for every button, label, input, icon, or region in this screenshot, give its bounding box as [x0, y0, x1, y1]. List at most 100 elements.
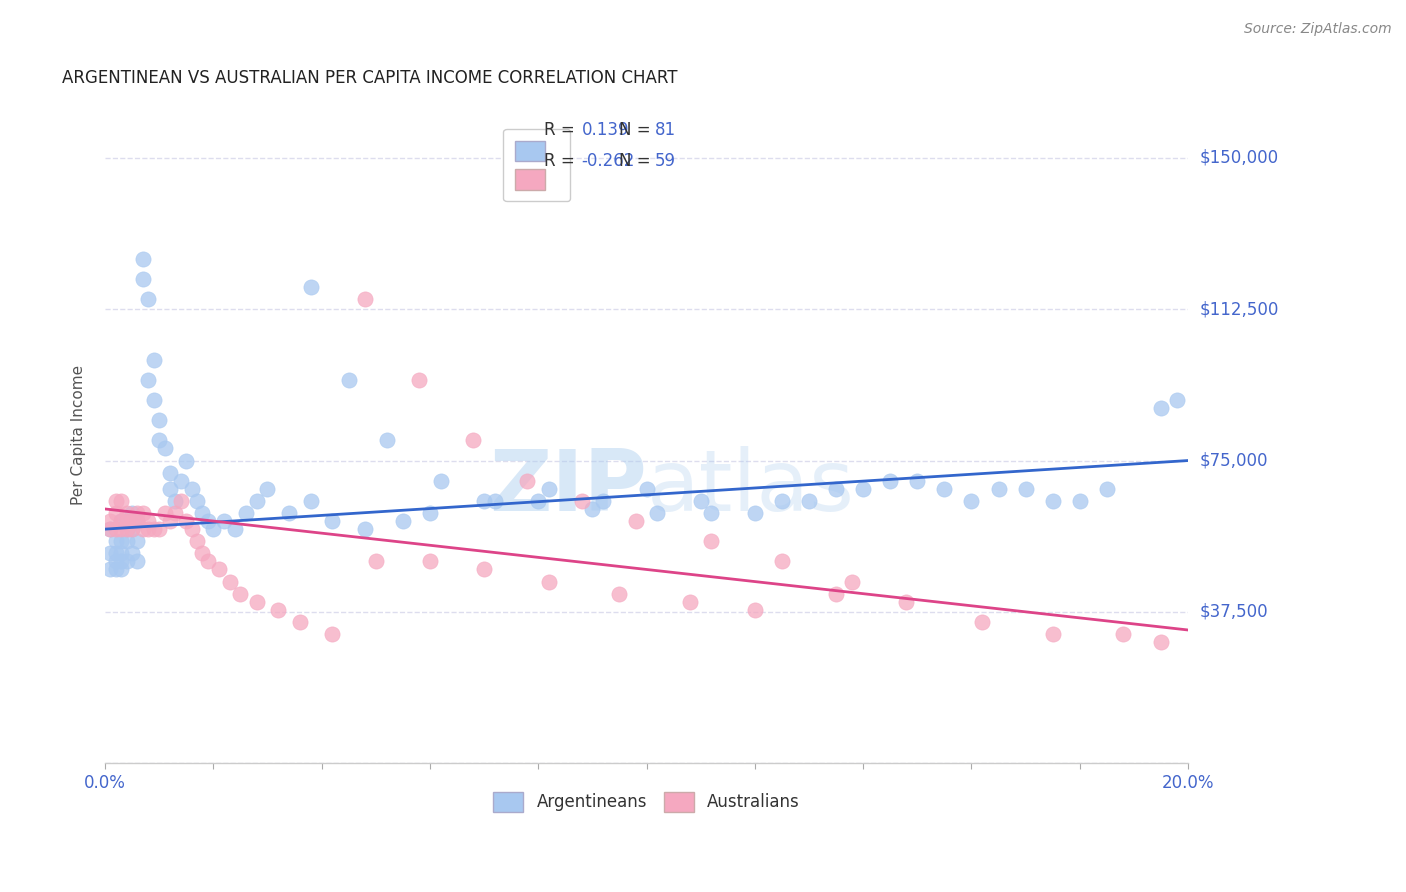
- Point: [165, 506, 187, 520]
- Point: [516, 474, 538, 488]
- Point: [700, 534, 723, 549]
- Text: 0.139: 0.139: [582, 120, 628, 138]
- Text: N =: N =: [620, 120, 657, 138]
- Point: [132, 506, 155, 520]
- Text: R =: R =: [544, 120, 579, 138]
- Point: [212, 514, 235, 528]
- Point: [115, 506, 138, 520]
- Point: [700, 506, 723, 520]
- Point: [142, 392, 165, 407]
- Point: [121, 514, 143, 528]
- Point: [1042, 494, 1064, 508]
- Point: [246, 595, 269, 609]
- Point: [197, 514, 219, 528]
- Text: 81: 81: [655, 120, 676, 138]
- Point: [136, 514, 159, 528]
- Point: [115, 514, 138, 528]
- Point: [609, 587, 631, 601]
- Text: $37,500: $37,500: [1199, 603, 1268, 621]
- Point: [1150, 401, 1173, 416]
- Point: [110, 514, 132, 528]
- Point: [121, 546, 143, 560]
- Text: $150,000: $150,000: [1199, 149, 1278, 167]
- Point: [246, 494, 269, 508]
- Point: [537, 574, 560, 589]
- Point: [354, 522, 377, 536]
- Text: 59: 59: [655, 153, 676, 170]
- Point: [148, 522, 170, 536]
- Point: [484, 494, 506, 508]
- Point: [115, 522, 138, 536]
- Text: N =: N =: [620, 153, 657, 170]
- Point: [100, 522, 122, 536]
- Point: [960, 494, 983, 508]
- Point: [934, 482, 956, 496]
- Point: [527, 494, 550, 508]
- Point: [127, 554, 149, 568]
- Point: [159, 466, 181, 480]
- Text: R =: R =: [544, 153, 579, 170]
- Text: ARGENTINEAN VS AUSTRALIAN PER CAPITA INCOME CORRELATION CHART: ARGENTINEAN VS AUSTRALIAN PER CAPITA INC…: [62, 69, 678, 87]
- Text: ZIP: ZIP: [489, 446, 647, 529]
- Point: [115, 534, 138, 549]
- Point: [142, 352, 165, 367]
- Point: [392, 514, 415, 528]
- Point: [770, 554, 793, 568]
- Point: [208, 562, 231, 576]
- Point: [191, 546, 214, 560]
- Point: [180, 482, 202, 496]
- Y-axis label: Per Capita Income: Per Capita Income: [72, 365, 86, 506]
- Text: $75,000: $75,000: [1199, 451, 1268, 469]
- Point: [987, 482, 1010, 496]
- Point: [186, 494, 208, 508]
- Point: [121, 522, 143, 536]
- Point: [121, 506, 143, 520]
- Point: [679, 595, 702, 609]
- Point: [165, 494, 187, 508]
- Point: [429, 474, 451, 488]
- Point: [1112, 627, 1135, 641]
- Point: [278, 506, 301, 520]
- Point: [110, 562, 132, 576]
- Point: [170, 494, 193, 508]
- Point: [110, 554, 132, 568]
- Point: [115, 554, 138, 568]
- Point: [321, 514, 343, 528]
- Point: [472, 494, 495, 508]
- Point: [153, 506, 176, 520]
- Point: [153, 442, 176, 456]
- Point: [299, 494, 322, 508]
- Point: [299, 280, 322, 294]
- Point: [797, 494, 820, 508]
- Point: [159, 482, 181, 496]
- Point: [235, 506, 257, 520]
- Point: [127, 514, 149, 528]
- Point: [202, 522, 225, 536]
- Point: [136, 522, 159, 536]
- Point: [142, 522, 165, 536]
- Point: [197, 554, 219, 568]
- Point: [110, 522, 132, 536]
- Point: [419, 554, 441, 568]
- Point: [321, 627, 343, 641]
- Point: [132, 252, 155, 266]
- Point: [104, 506, 127, 520]
- Point: [852, 482, 875, 496]
- Point: [689, 494, 711, 508]
- Text: atlas: atlas: [647, 446, 855, 529]
- Point: [267, 603, 290, 617]
- Point: [841, 574, 863, 589]
- Point: [100, 546, 122, 560]
- Text: Source: ZipAtlas.com: Source: ZipAtlas.com: [1244, 22, 1392, 37]
- Point: [825, 587, 848, 601]
- Point: [191, 506, 214, 520]
- Point: [1069, 494, 1091, 508]
- Point: [115, 522, 138, 536]
- Point: [408, 373, 430, 387]
- Point: [121, 522, 143, 536]
- Point: [825, 482, 848, 496]
- Point: [110, 534, 132, 549]
- Point: [337, 373, 360, 387]
- Point: [104, 562, 127, 576]
- Point: [354, 292, 377, 306]
